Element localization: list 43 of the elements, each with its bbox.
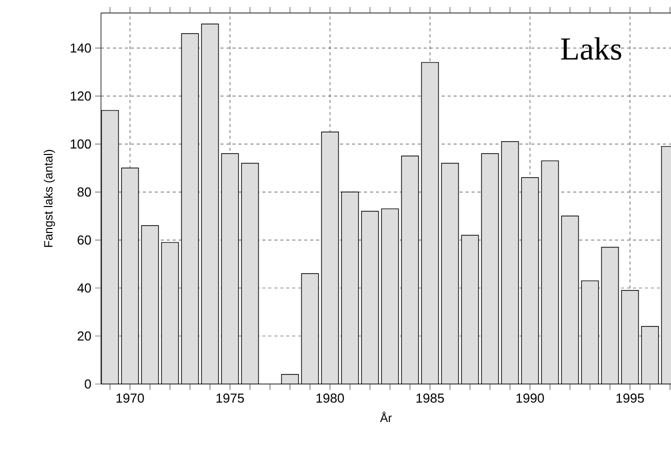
bar xyxy=(441,162,459,384)
bar xyxy=(621,290,639,384)
bar xyxy=(461,234,479,384)
bar xyxy=(361,210,379,384)
y-tick-label: 60 xyxy=(78,235,91,245)
y-tick-label: 0 xyxy=(84,379,91,389)
bar xyxy=(641,326,659,384)
bar xyxy=(421,62,439,384)
y-tick-label: 40 xyxy=(77,283,91,293)
x-tick-label: 1975 xyxy=(216,394,244,403)
bar xyxy=(541,160,559,384)
bar xyxy=(121,168,139,384)
x-tick-label: 1970 xyxy=(116,394,144,403)
y-tick-label: 120 xyxy=(70,91,91,101)
bar xyxy=(101,110,119,384)
x-tick-label: 1985 xyxy=(416,394,444,403)
bar xyxy=(301,273,319,384)
bar xyxy=(161,242,179,384)
x-tick-label: 1980 xyxy=(316,394,344,403)
bar xyxy=(581,280,599,384)
bar xyxy=(321,132,339,384)
bar xyxy=(521,177,539,384)
bar xyxy=(481,153,499,384)
y-tick-label: 20 xyxy=(78,331,91,341)
bar xyxy=(401,156,419,384)
y-tick-label: 100 xyxy=(70,139,91,149)
bar xyxy=(341,192,359,384)
bar xyxy=(141,225,159,384)
bar xyxy=(381,208,399,384)
bar xyxy=(241,162,259,384)
y-tick-label: 140 xyxy=(70,43,91,53)
bar xyxy=(181,33,199,384)
x-axis-title: År xyxy=(380,412,392,422)
annotation: Laks xyxy=(561,37,622,60)
bar xyxy=(201,24,219,384)
bar xyxy=(501,141,519,384)
y-tick-label: 80 xyxy=(78,187,91,197)
x-tick-label: 1995 xyxy=(616,394,644,403)
bar xyxy=(601,246,619,384)
bar xyxy=(221,153,239,384)
bar xyxy=(561,216,579,384)
y-axis-title: Fangst laks (antal) xyxy=(44,150,55,247)
x-tick-label: 1990 xyxy=(516,394,544,403)
